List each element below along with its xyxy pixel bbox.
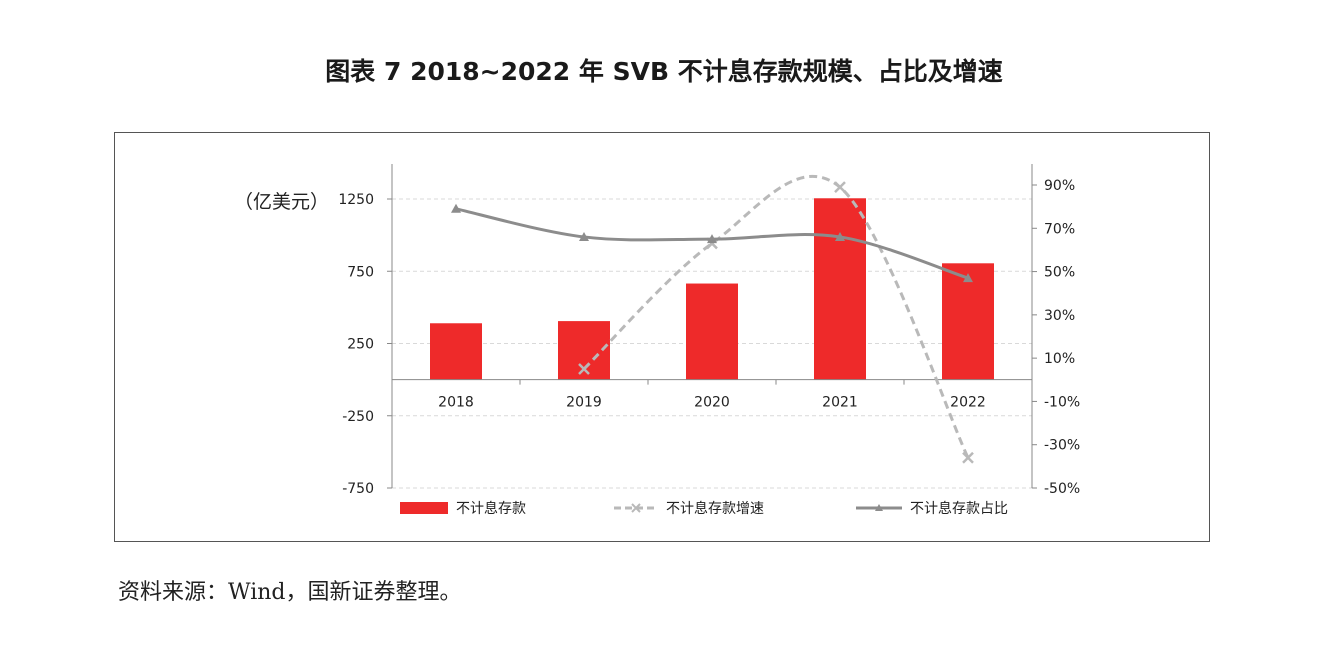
growth-marker-stroke	[834, 181, 846, 194]
x-tick-label: 2022	[950, 395, 986, 411]
grid-layer	[392, 198, 1032, 489]
chart-title: 图表 7 2018~2022 年 SVB 不计息存款规模、占比及增速	[325, 57, 1003, 86]
x-tick-label: 2021	[822, 395, 858, 411]
y-right-tick-label: 30%	[1044, 308, 1075, 324]
legend-label-growth: 不计息存款增速	[666, 500, 764, 517]
share-marker	[835, 231, 845, 241]
line-layer	[451, 174, 974, 464]
unit-label: （亿美元）	[234, 191, 329, 213]
y-left-tick-label: -750	[342, 481, 374, 497]
source-note: 资料来源：Wind，国新证券整理。	[118, 580, 462, 605]
bar-2018	[430, 323, 482, 380]
x-tick-label: 2019	[566, 395, 602, 411]
legend-layer: 不计息存款 不计息存款增速 不计息存款占比	[400, 500, 1008, 517]
chart-frame	[114, 132, 1210, 542]
y-right-tick-label: -10%	[1044, 394, 1080, 410]
y-right-tick-label: 70%	[1044, 221, 1075, 237]
bar-2022	[942, 263, 994, 380]
axis-layer	[387, 164, 1037, 489]
label-layer: -750 -250 250 750 1250 90% 70% 50% 30% 10% -10% -30…	[338, 178, 1080, 497]
y-left-tick-label: -250	[342, 409, 374, 425]
share-marker	[963, 273, 973, 283]
y-right-tick-label: 50%	[1044, 265, 1075, 281]
y-left-tick-label: 1250	[338, 192, 374, 208]
y-right-tick-label: 10%	[1044, 351, 1075, 367]
share-marker	[451, 203, 461, 213]
x-tick-label: 2020	[694, 395, 730, 411]
growth-marker-stroke	[962, 451, 974, 464]
y-left-tick-label: 750	[347, 264, 374, 280]
x-tick-label: 2018	[438, 395, 474, 411]
y-right-tick-label: 90%	[1044, 178, 1075, 194]
share-marker	[707, 234, 717, 244]
bar-2020	[686, 283, 738, 380]
legend-label-share: 不计息存款占比	[910, 500, 1008, 517]
legend-swatch-bar	[400, 502, 448, 514]
y-right-tick-label: -50%	[1044, 481, 1080, 497]
growth-marker	[834, 181, 846, 194]
legend-swatch-share-marker	[875, 504, 883, 511]
growth-marker	[962, 451, 974, 464]
growth-line	[582, 174, 970, 459]
growth-marker-stroke	[578, 363, 590, 375]
growth-marker	[578, 363, 590, 375]
y-left-tick-label: 250	[347, 337, 374, 353]
chart-svg: -750 -250 250 750 1250 90% 70% 50% 30% 10% -10% -30…	[234, 164, 1080, 517]
share-marker	[579, 231, 589, 241]
bar-layer	[430, 198, 994, 380]
y-right-tick-label: -30%	[1044, 438, 1080, 454]
legend-label-bar: 不计息存款	[456, 500, 526, 517]
bar-2021	[814, 198, 866, 380]
legend-swatch-growth-marker	[631, 503, 641, 513]
